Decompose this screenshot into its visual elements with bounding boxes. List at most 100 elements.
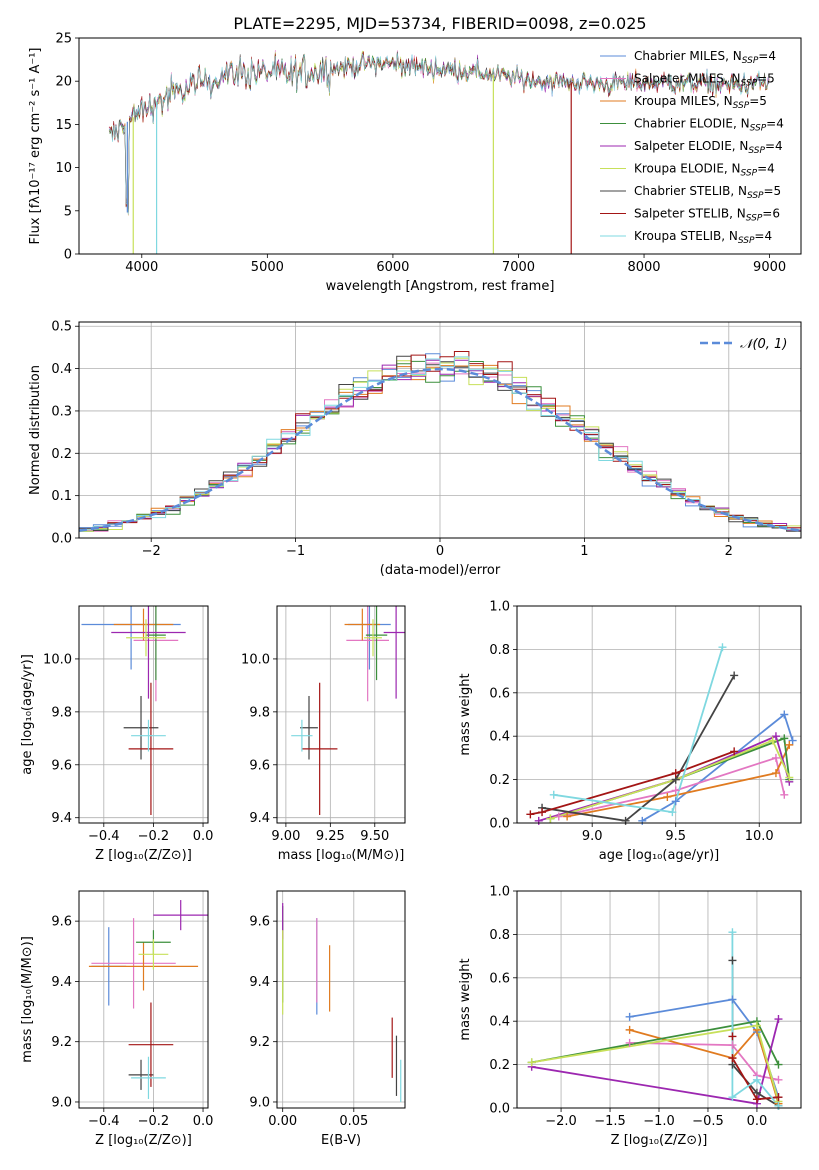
weight-point-marker <box>728 1093 737 1102</box>
plot-area-mass_vs_Z <box>88 900 208 1099</box>
y-tick-label: 10.0 <box>43 652 72 667</box>
x-tick-label: −1 <box>286 544 305 559</box>
x-axis-label: age [log₁₀(age/yr)] <box>599 848 720 863</box>
y-tick-label: 0.3 <box>51 404 72 419</box>
weight-point-marker <box>671 769 680 778</box>
axes-frame <box>78 37 802 255</box>
weight-series-line <box>530 750 735 816</box>
y-tick-label: 10.0 <box>241 652 270 667</box>
y-tick-label: 9.2 <box>249 1035 270 1050</box>
x-axis-label: wavelength [Angstrom, rest frame] <box>326 279 555 294</box>
residual-histogram <box>79 360 801 532</box>
weight-point-marker <box>728 1032 737 1041</box>
x-tick-label: 4000 <box>125 260 158 275</box>
y-tick-label: 9.6 <box>249 758 270 773</box>
y-axis-label: age [log₁₀(age/yr)] <box>20 654 35 775</box>
y-axis-label: mass [log₁₀(M/M⊙)] <box>20 936 35 1063</box>
x-tick-label: −1.5 <box>594 1114 626 1129</box>
weight-point-marker <box>728 1041 737 1050</box>
y-tick-label: 0.2 <box>489 1058 510 1073</box>
panel-mass_vs_ebv: 0.00 0.05 9.0 9.2 9.4 9.6 E(B-V) <box>249 890 406 1148</box>
x-axis-label: Z [log₁₀(Z/Z⊙)] <box>611 1133 708 1148</box>
weight-series-line <box>629 1028 780 1104</box>
y-tick-label: 10 <box>55 161 72 176</box>
y-tick-label: 9.6 <box>249 915 270 930</box>
legend-value: =4 <box>765 139 783 153</box>
y-tick-label: 0.0 <box>51 532 72 547</box>
legend-value: =4 <box>754 229 772 243</box>
spectrum-series-line <box>108 51 770 213</box>
y-tick-label: 0.8 <box>489 643 510 658</box>
axes-frame <box>78 321 802 539</box>
y-tick-label: 9.4 <box>51 975 72 990</box>
plot-area-residuals <box>79 351 801 532</box>
legend-value: =6 <box>762 207 780 221</box>
panel-weight_vs_age: 9.0 9.5 10.0 0.0 0.2 0.4 0.6 0.8 1.0 age [log₁₀(a… <box>458 600 802 863</box>
y-tick-label: 9.8 <box>51 705 72 720</box>
panel-weight_vs_Z: −2.0 −1.5 −1.0 −0.5 0.0 0.0 0.2 0.4 0.6 0.8 1.0 Z [… <box>458 885 802 1148</box>
y-tick-label: 5 <box>64 204 72 219</box>
weight-point-marker <box>728 928 737 937</box>
y-tick-label: 9.6 <box>51 915 72 930</box>
weight-point-marker <box>554 812 563 821</box>
y-tick-label: 0.8 <box>489 928 510 943</box>
spectrum-series-line <box>108 53 770 215</box>
x-tick-label: 6000 <box>376 260 409 275</box>
x-tick-label: 2 <box>725 544 733 559</box>
weight-point-marker <box>752 1095 761 1104</box>
x-tick-label: 0 <box>436 544 444 559</box>
weight-point-marker <box>718 643 727 652</box>
y-axis-label: mass weight <box>458 958 473 1040</box>
axes-frame <box>78 890 209 1109</box>
weight-point-marker <box>625 1012 634 1021</box>
x-axis-label: E(B-V) <box>321 1133 361 1148</box>
y-tick-label: 15 <box>55 118 72 133</box>
legend-value: =4 <box>766 117 784 131</box>
y-tick-label: 9.6 <box>51 758 72 773</box>
x-tick-label: 9.5 <box>665 829 686 844</box>
y-tick-label: 0.1 <box>51 489 72 504</box>
y-tick-label: 0.2 <box>489 773 510 788</box>
y-tick-label: 0.0 <box>489 1102 510 1117</box>
legend-entry: Kroupa STELIB, NSSP=4 <box>634 229 772 246</box>
y-tick-label: 0 <box>64 248 72 263</box>
y-axis-label: Flux [fλ10⁻¹⁷ erg cm⁻² s⁻¹ A⁻¹] <box>28 48 43 245</box>
x-tick-label: 9.00 <box>271 829 300 844</box>
legend-value: =5 <box>749 94 767 108</box>
weight-series-line <box>731 932 780 1107</box>
y-tick-label: 0.4 <box>51 362 72 377</box>
plot-area-age_vs_mass <box>291 606 405 816</box>
weight-point-marker <box>625 1038 634 1047</box>
x-tick-label: 1 <box>580 544 588 559</box>
weight-point-marker <box>785 740 794 749</box>
residual-histogram <box>79 356 801 531</box>
weight-point-marker <box>788 736 797 745</box>
weight-point-marker <box>728 995 737 1004</box>
plot-area-spectrum <box>108 49 770 254</box>
y-tick-label: 20 <box>55 75 72 90</box>
legend-value: =5 <box>764 184 782 198</box>
x-tick-label: −0.2 <box>138 1114 170 1129</box>
panel-age_vs_mass: 9.00 9.25 9.50 9.4 9.6 9.8 10.0 mass [log₁₀(M/M… <box>241 605 406 863</box>
weight-point-marker <box>780 734 789 743</box>
panel-residuals: −2 −1 0 1 2 0.0 0.1 0.2 0.3 0.4 0.5 (data-model)/er… <box>28 320 802 578</box>
weight-point-marker <box>563 812 572 821</box>
weight-point-marker <box>785 773 794 782</box>
x-axis-label: Z [log₁₀(Z/Z⊙)] <box>95 848 192 863</box>
y-tick-label: 0.6 <box>489 971 510 986</box>
legend-entry: Chabrier MILES, NSSP=4 <box>634 49 776 66</box>
weight-point-marker <box>671 797 680 806</box>
figure-title: PLATE=2295, MJD=53734, FIBERID=0098, z=0… <box>233 14 646 33</box>
y-tick-label: 9.4 <box>51 811 72 826</box>
x-tick-label: 0.00 <box>268 1114 297 1129</box>
x-tick-label: 7000 <box>502 260 535 275</box>
x-tick-label: 9000 <box>753 260 786 275</box>
axes-frame <box>516 890 802 1109</box>
legend-entry: 𝒩(0, 1) <box>740 337 787 352</box>
legend-value: =5 <box>757 72 775 86</box>
y-tick-label: 1.0 <box>489 600 510 615</box>
legend-value: =4 <box>757 162 775 176</box>
axes-frame <box>276 605 406 824</box>
weight-series-line <box>550 739 791 820</box>
